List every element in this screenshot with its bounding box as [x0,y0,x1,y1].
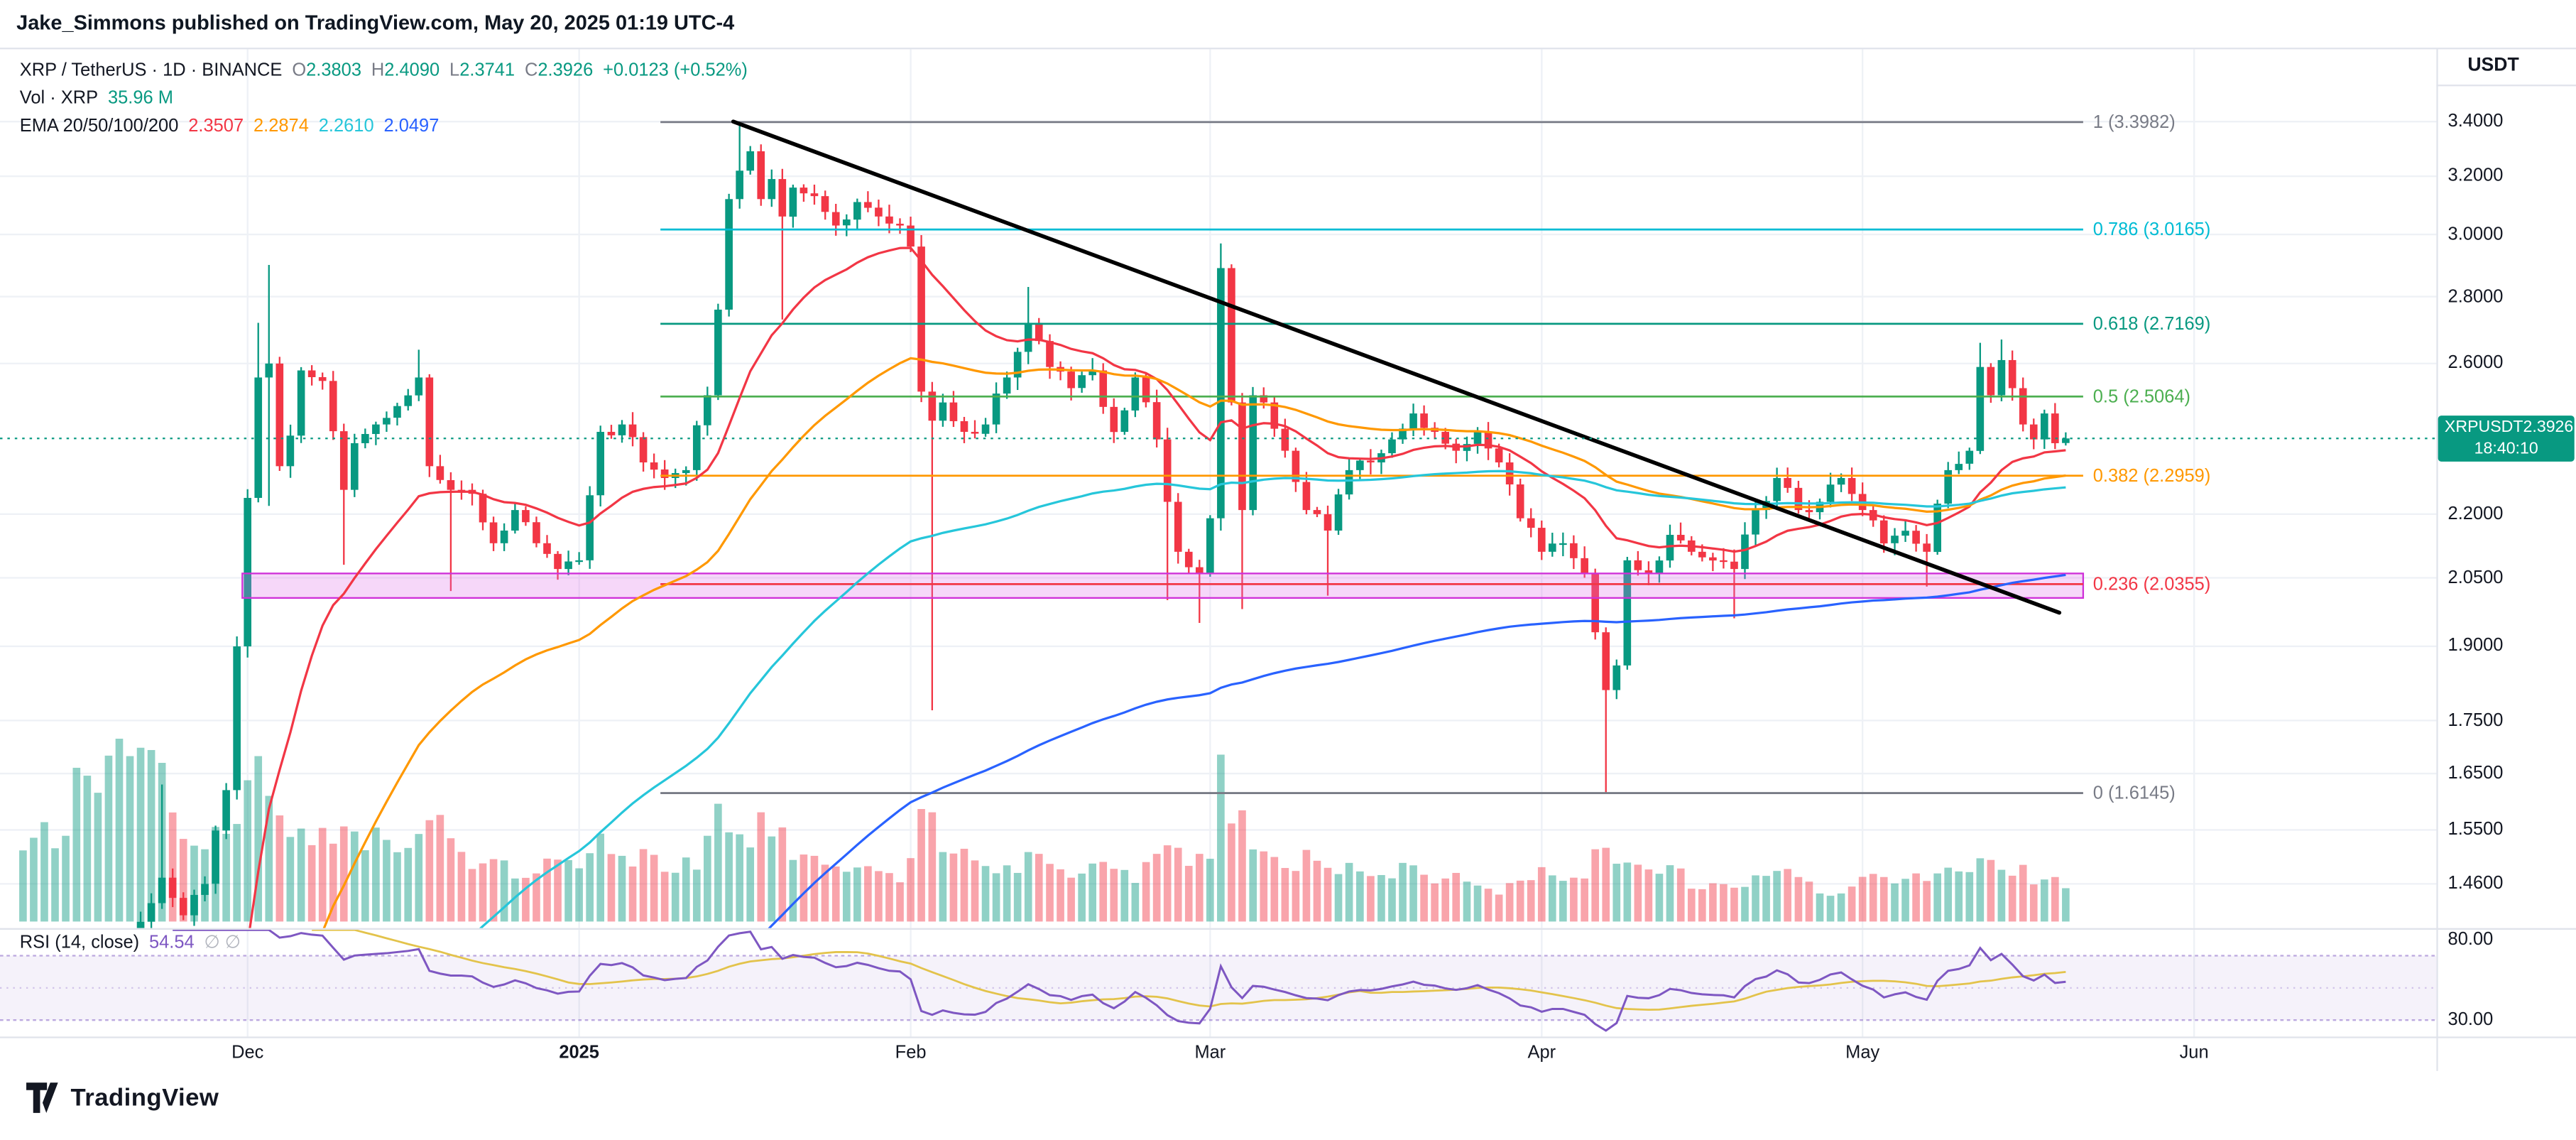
fib-label: 0.786 (3.0165) [2093,219,2211,239]
ema50-value: 2.2874 [253,116,309,136]
support-zone[interactable] [241,572,2085,599]
open-value: O2.3803 [292,60,361,81]
ema-label: EMA 20/50/100/200 [19,116,179,136]
ema20-value: 2.3507 [188,116,244,136]
close-value: C2.3926 [524,60,594,81]
tradingview-logo[interactable]: TradingView [26,1082,219,1114]
rsi-hidden-values: ∅ ∅ [204,933,241,953]
rsi-label: RSI (14, close) [19,933,140,953]
fib-label: 0.382 (2.2959) [2093,466,2211,486]
tradingview-logo-text: TradingView [70,1084,219,1112]
descending-trendline[interactable] [731,119,2062,615]
price-axis-currency: USDT [2467,55,2519,76]
high-value: H2.4090 [371,60,440,81]
volume-value: 35.96 M [107,88,173,109]
rsi-line [173,929,2066,1032]
low-value: L2.3741 [449,60,515,81]
ema-200-line [768,573,2066,928]
ema100-value: 2.2610 [318,116,374,136]
ema-legend-row[interactable]: EMA 20/50/100/200 2.3507 2.2874 2.2610 2… [20,116,440,136]
rsi-value: 54.54 [148,933,195,953]
badge-symbol: XRPUSDT [2444,418,2523,437]
last-price-badge[interactable]: XRPUSDT 2.3926 18:40:10 [2438,415,2575,462]
pane-separators [0,48,2576,1071]
rsi-band [0,955,2437,1021]
badge-price: 2.3926 [2523,418,2574,437]
fib-label: 1 (3.3982) [2093,112,2176,132]
grid-layer [0,49,2437,1037]
rsi-legend-row[interactable]: RSI (14, close) 54.54 ∅ ∅ [19,931,241,953]
symbol-title: XRP / TetherUS · 1D · BINANCE [19,60,283,81]
ema-lines [249,246,2066,928]
badge-countdown: 18:40:10 [2474,440,2538,459]
volume-legend-row[interactable]: Vol · XRP 35.96 M [20,89,173,109]
ema-100-line [479,469,2066,928]
change-value: +0.0123 (+0.52%) [603,60,748,81]
fib-retracement[interactable]: 1 (3.3982) 0.786 (3.0165) 0.618 (2.7169) 0.… [660,112,2210,803]
attribution-text: Jake_Simmons published on TradingView.co… [16,11,735,35]
ema-50-line [322,357,2066,928]
symbol-legend-row[interactable]: XRP / TetherUS · 1D · BINANCE O2.3803 H2… [20,61,748,81]
tradingview-logo-icon [26,1082,58,1113]
fib-label: 0 (1.6145) [2093,783,2176,803]
fib-label: 0.5 (2.5064) [2093,386,2190,406]
fib-label: 0.618 (2.7169) [2093,314,2211,334]
fib-label: 0.236 (2.0355) [2093,574,2211,594]
chart-canvas[interactable]: 1 (3.3982) 0.786 (3.0165) 0.618 (2.7169) 0.… [0,0,2576,1071]
volume-label: Vol · XRP [19,88,99,109]
ema-20-line [249,246,2066,928]
rsi-ma-line [312,929,2066,1011]
ema200-value: 2.0497 [383,116,440,136]
